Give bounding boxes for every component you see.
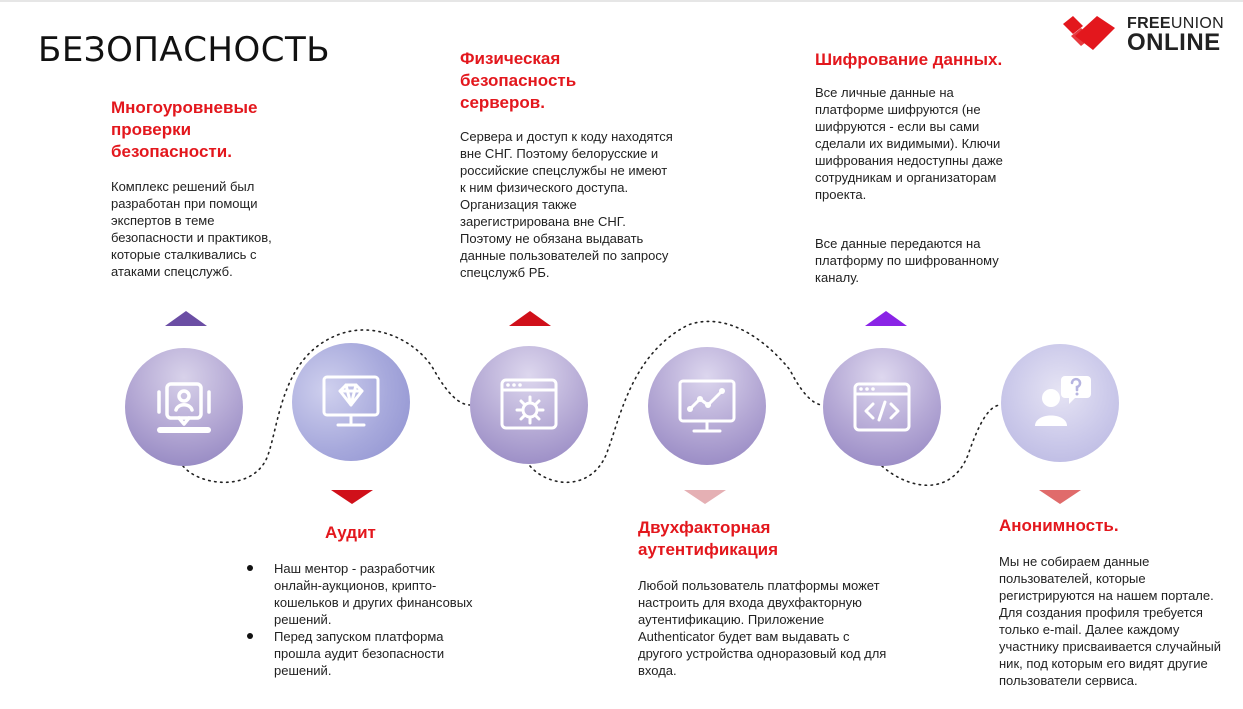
audit-bullet-1: Наш ментор - разработчик онлайн-аукционо… — [247, 560, 477, 628]
twofactor-text: Любой пользователь платформы может настр… — [638, 578, 887, 678]
physical-circle — [470, 346, 588, 464]
arrow-down-twofactor — [684, 490, 726, 504]
dotted-path — [182, 320, 1002, 487]
top-divider — [0, 0, 1243, 2]
logo[interactable]: FREEUNION ONLINE — [1061, 14, 1231, 56]
anonymity-text: Мы не собираем данные пользователей, кот… — [999, 554, 1222, 688]
page-title: БЕЗОПАСНОСТЬ — [38, 30, 331, 70]
audit-bullets: Наш ментор - разработчик онлайн-аукционо… — [247, 560, 477, 679]
encryption-circle — [823, 348, 941, 466]
multilevel-circle — [125, 348, 243, 466]
monitor-chart-icon — [678, 379, 736, 433]
anonymity-heading: Анонимность. — [999, 516, 1119, 535]
logo-line1: FREEUNION — [1127, 15, 1224, 32]
twofactor-heading: Двухфакторная аутентификация — [638, 518, 779, 559]
audit-circle — [292, 343, 410, 461]
person-badge-icon — [157, 382, 211, 433]
arrow-down-audit — [331, 490, 373, 504]
multilevel-text: Комплекс решений был разработан при помо… — [111, 179, 272, 279]
arrow-down-anonymity — [1039, 490, 1081, 504]
bullet-dot — [247, 633, 253, 639]
encryption-text-2: Все данные передаются на платформу по ши… — [815, 236, 999, 285]
arrow-up-encryption — [865, 311, 907, 326]
audit-bullet-2: Перед запуском платформа прошла аудит бе… — [247, 628, 477, 679]
physical-text: Сервера и доступ к коду находятся вне СН… — [460, 129, 673, 280]
user-question-icon — [1035, 376, 1091, 426]
logo-mark-icon — [1063, 16, 1115, 50]
logo-line2: ONLINE — [1127, 29, 1221, 56]
code-window-icon — [853, 382, 911, 432]
bullet-dot — [247, 565, 253, 571]
audit-heading: Аудит — [325, 523, 376, 542]
encryption-heading: Шифрование данных. — [815, 50, 1003, 69]
anonymity-circle — [1001, 344, 1119, 462]
arrow-up-physical — [509, 311, 551, 326]
encryption-text-1: Все личные данные на платформе шифруются… — [815, 85, 1003, 202]
twofactor-circle — [648, 347, 766, 465]
diamond-monitor-icon — [322, 375, 380, 427]
arrow-up-multilevel — [165, 311, 207, 326]
physical-heading: Физическая безопасность серверов. — [460, 49, 577, 112]
multilevel-heading: Многоуровневые проверки безопасности. — [111, 98, 258, 161]
browser-gear-icon — [500, 378, 558, 430]
